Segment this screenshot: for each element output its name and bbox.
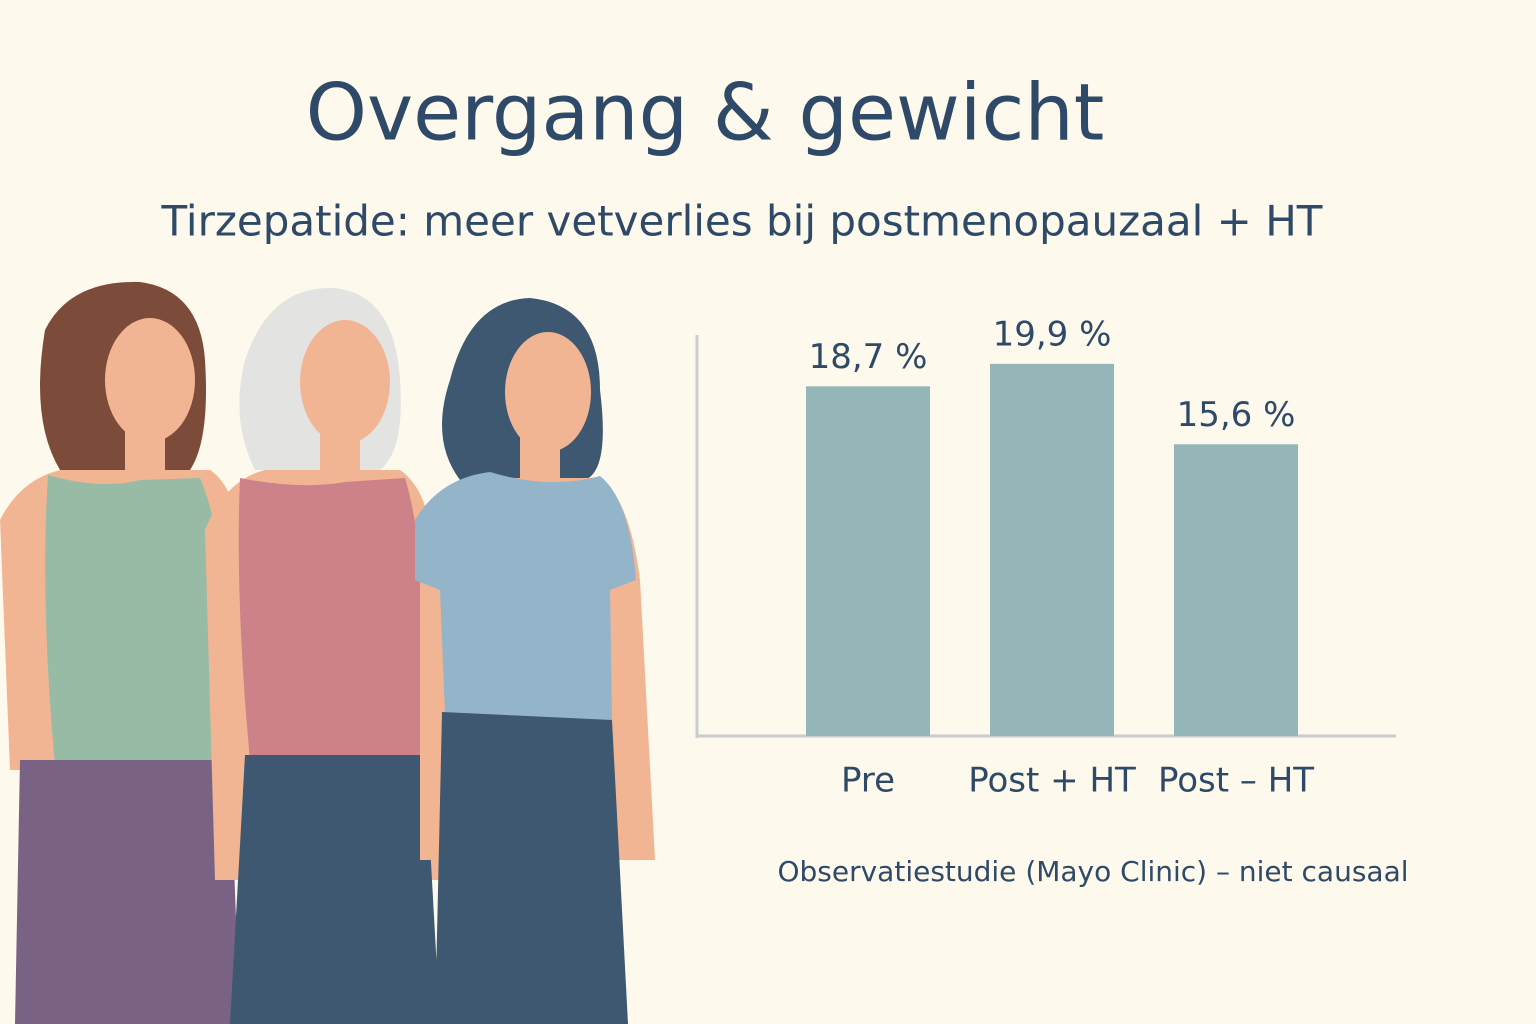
bar — [1174, 444, 1298, 736]
top — [415, 472, 636, 720]
chart-note: Observatiestudie (Mayo Clinic) – niet ca… — [777, 855, 1408, 888]
title: Overgang & gewicht — [306, 68, 1105, 158]
woman-2 — [205, 287, 440, 1024]
bar — [806, 386, 930, 736]
value-label: 19,9 % — [993, 314, 1112, 354]
face — [505, 332, 591, 452]
woman-3 — [415, 298, 655, 1024]
pants — [230, 755, 440, 1024]
x-tick-label: Post – HT — [1158, 761, 1314, 801]
bar — [990, 363, 1114, 736]
subtitle: Tirzepatide: meer vetverlies bij postmen… — [161, 197, 1323, 246]
woman-1 — [0, 281, 240, 1024]
face — [105, 318, 195, 442]
x-tick-label: Pre — [841, 761, 895, 801]
pants — [15, 760, 240, 1024]
face — [300, 320, 390, 444]
value-label: 18,7 % — [809, 337, 928, 377]
x-tick-label: Post + HT — [968, 761, 1136, 801]
top — [45, 475, 230, 765]
pants — [435, 712, 628, 1024]
value-label: 15,6 % — [1177, 395, 1296, 435]
illustration — [0, 281, 655, 1024]
top — [238, 478, 426, 760]
